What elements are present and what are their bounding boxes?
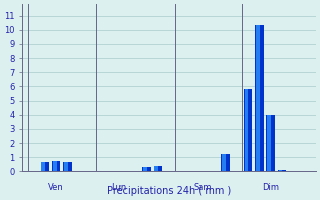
Bar xyxy=(52,161,60,171)
Bar xyxy=(53,161,57,171)
Text: Lun: Lun xyxy=(111,183,126,192)
X-axis label: Précipitations 24h ( mm ): Précipitations 24h ( mm ) xyxy=(107,185,231,196)
Bar xyxy=(221,154,230,171)
Bar xyxy=(278,170,286,171)
Bar xyxy=(222,154,226,171)
Bar xyxy=(154,166,162,171)
Text: Ven: Ven xyxy=(48,183,64,192)
Bar xyxy=(143,167,147,171)
Bar xyxy=(256,25,260,171)
Bar xyxy=(154,166,158,171)
Bar xyxy=(244,89,252,171)
Text: Dim: Dim xyxy=(262,183,279,192)
Bar xyxy=(64,162,68,171)
Bar xyxy=(278,170,282,171)
Bar xyxy=(267,115,271,171)
Bar xyxy=(142,167,151,171)
Bar xyxy=(63,162,72,171)
Bar xyxy=(41,162,49,171)
Text: Sam: Sam xyxy=(194,183,212,192)
Bar xyxy=(42,162,45,171)
Bar xyxy=(245,89,248,171)
Bar xyxy=(255,25,264,171)
Bar xyxy=(267,115,275,171)
